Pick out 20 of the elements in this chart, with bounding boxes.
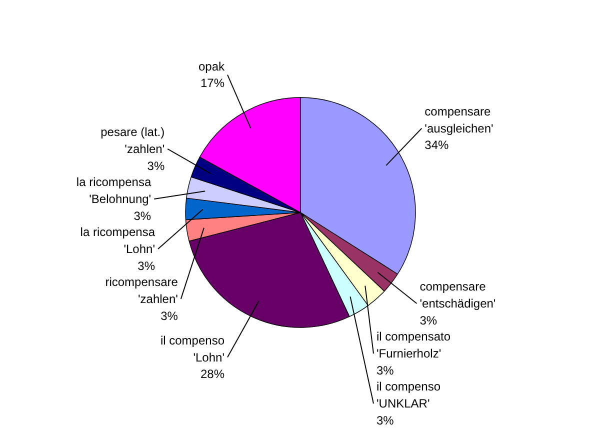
slice-label: opak [198, 59, 226, 74]
data-label: 28% [200, 367, 225, 382]
slice-label: pesare (lat.) 'zahlen' [100, 125, 165, 156]
slice-label: ricompensare 'zahlen' [105, 275, 178, 306]
data-label: 3% [138, 258, 156, 273]
slice-label: compensare 'entschädigen' [420, 280, 496, 310]
slice-label: compensare 'ausgleichen' [424, 104, 494, 136]
slice-label: la ricompensa 'Lohn' [80, 225, 156, 256]
data-label: 3% [134, 208, 152, 223]
data-label: 3% [147, 158, 165, 173]
slice-label: la ricompensa 'Belohnung' [76, 175, 152, 206]
data-label: 3% [376, 413, 394, 428]
data-label: 3% [376, 363, 394, 378]
slice-label: il compenso 'Lohn' [160, 333, 225, 364]
data-label: 34% [424, 138, 450, 152]
data-label: 3% [420, 313, 438, 328]
data-label: 3% [160, 308, 178, 323]
slice-label: il compenso 'UNKLAR' [376, 380, 441, 410]
slice-label: il compensato 'Furnierholz' [376, 330, 451, 360]
data-label: 17% [200, 76, 225, 90]
